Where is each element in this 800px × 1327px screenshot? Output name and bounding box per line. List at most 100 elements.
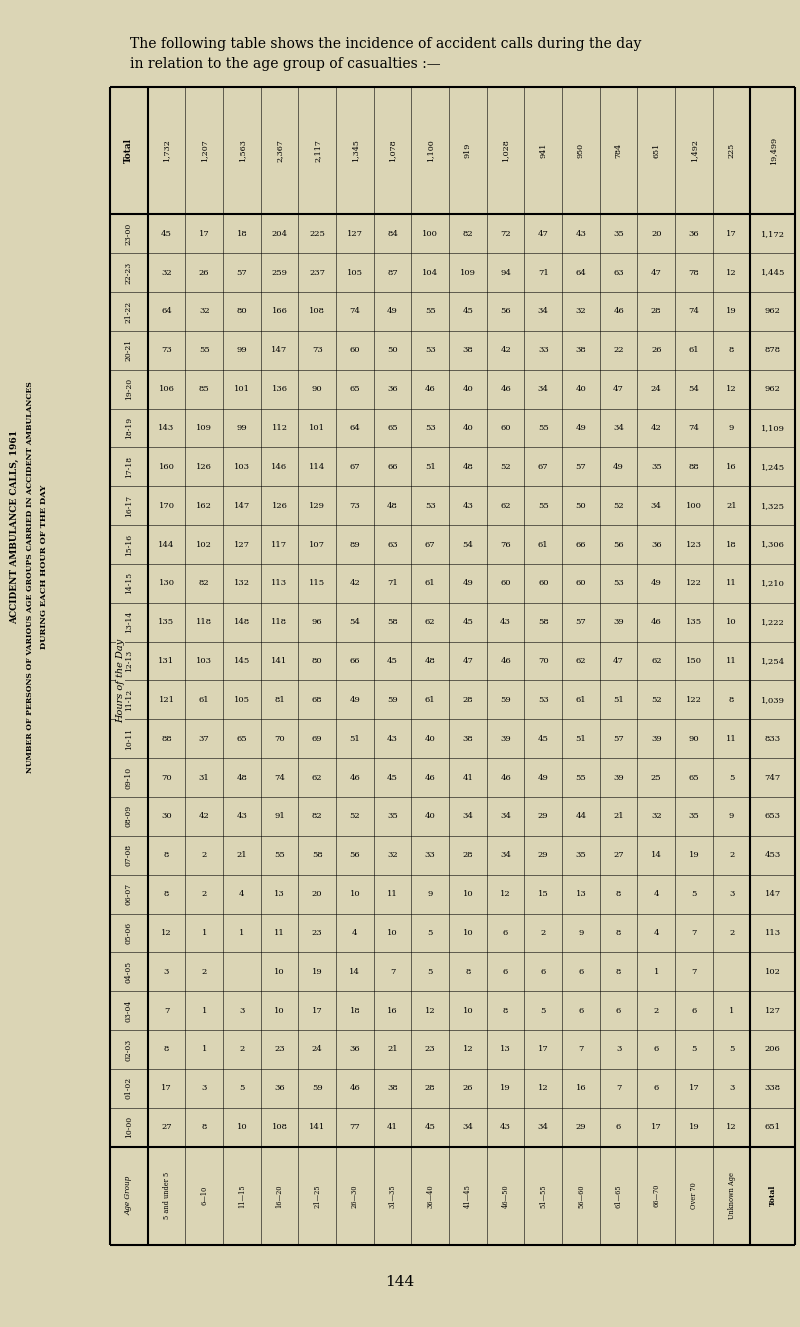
Text: 64: 64 [161, 308, 172, 316]
Text: 135: 135 [686, 618, 702, 626]
Text: 12: 12 [726, 1123, 737, 1131]
Text: 1,345: 1,345 [351, 139, 359, 162]
Text: 46: 46 [350, 1084, 360, 1092]
Text: 61: 61 [576, 695, 586, 703]
Text: 99: 99 [237, 346, 247, 354]
Text: 32: 32 [162, 268, 172, 276]
Text: 21: 21 [387, 1046, 398, 1054]
Text: 10: 10 [462, 890, 474, 898]
Text: 90: 90 [689, 735, 699, 743]
Text: 2: 2 [654, 1007, 659, 1015]
Text: 06-07: 06-07 [125, 882, 133, 905]
Text: 45: 45 [161, 230, 172, 238]
Text: 20: 20 [651, 230, 662, 238]
Text: 64: 64 [350, 425, 360, 433]
Text: 68: 68 [312, 695, 322, 703]
Text: 99: 99 [237, 425, 247, 433]
Text: 651: 651 [765, 1123, 781, 1131]
Text: 8: 8 [503, 1007, 508, 1015]
Text: 6: 6 [503, 929, 508, 937]
Text: 09-10: 09-10 [125, 767, 133, 788]
Text: 61: 61 [689, 346, 699, 354]
Text: 52: 52 [614, 502, 624, 510]
Text: 123: 123 [686, 540, 702, 548]
Text: 53: 53 [614, 580, 624, 588]
Text: 36: 36 [651, 540, 662, 548]
Text: 76: 76 [500, 540, 511, 548]
Text: 7: 7 [691, 967, 697, 975]
Text: 6: 6 [616, 1123, 622, 1131]
Text: 42: 42 [199, 812, 210, 820]
Text: 11—15: 11—15 [238, 1184, 246, 1208]
Text: 46: 46 [350, 774, 360, 782]
Text: 225: 225 [310, 230, 325, 238]
Text: 31—35: 31—35 [389, 1184, 397, 1208]
Text: 19: 19 [726, 308, 737, 316]
Text: 62: 62 [651, 657, 662, 665]
Text: 45: 45 [387, 774, 398, 782]
Text: The following table shows the incidence of accident calls during the day: The following table shows the incidence … [130, 37, 642, 50]
Text: 43: 43 [575, 230, 586, 238]
Text: 2: 2 [541, 929, 546, 937]
Text: 9: 9 [729, 425, 734, 433]
Text: 12: 12 [726, 268, 737, 276]
Text: 4: 4 [654, 890, 659, 898]
Text: 40: 40 [425, 735, 436, 743]
Text: 71: 71 [387, 580, 398, 588]
Text: 109: 109 [196, 425, 212, 433]
Text: 70: 70 [162, 774, 172, 782]
Text: 49: 49 [613, 463, 624, 471]
Text: 44: 44 [575, 812, 586, 820]
Text: 67: 67 [425, 540, 435, 548]
Text: 2,367: 2,367 [275, 139, 283, 162]
Text: 35: 35 [689, 812, 699, 820]
Text: 6: 6 [616, 1007, 622, 1015]
Text: 53: 53 [538, 695, 549, 703]
Text: 112: 112 [271, 425, 287, 433]
Text: 11-12: 11-12 [125, 689, 133, 711]
Text: 8: 8 [729, 346, 734, 354]
Text: 69: 69 [312, 735, 322, 743]
Text: 8: 8 [164, 851, 170, 860]
Text: 3: 3 [616, 1046, 622, 1054]
Text: 4: 4 [239, 890, 245, 898]
Text: 101: 101 [310, 425, 326, 433]
Text: 57: 57 [614, 735, 624, 743]
Text: 39: 39 [614, 618, 624, 626]
Text: 160: 160 [158, 463, 174, 471]
Text: 108: 108 [271, 1123, 287, 1131]
Text: 1,732: 1,732 [162, 139, 170, 162]
Text: 51—55: 51—55 [539, 1184, 547, 1208]
Text: 103: 103 [234, 463, 250, 471]
Text: 47: 47 [613, 385, 624, 393]
Text: 39: 39 [500, 735, 511, 743]
Text: 3: 3 [729, 1084, 734, 1092]
Text: 42: 42 [651, 425, 662, 433]
Text: 60: 60 [350, 346, 360, 354]
Text: 67: 67 [538, 463, 549, 471]
Text: 56—60: 56—60 [577, 1184, 585, 1208]
Text: 56: 56 [614, 540, 624, 548]
Text: 19: 19 [689, 851, 699, 860]
Text: Total: Total [769, 1185, 777, 1206]
Text: 36: 36 [689, 230, 699, 238]
Text: 19: 19 [689, 1123, 699, 1131]
Text: 61: 61 [425, 580, 435, 588]
Text: 11: 11 [274, 929, 285, 937]
Text: 34: 34 [462, 812, 474, 820]
Text: 12: 12 [500, 890, 511, 898]
Text: 28: 28 [462, 851, 474, 860]
Text: 45: 45 [462, 618, 474, 626]
Text: 21-22: 21-22 [125, 300, 133, 322]
Text: 28: 28 [425, 1084, 435, 1092]
Text: 41: 41 [387, 1123, 398, 1131]
Text: Unknown Age: Unknown Age [728, 1172, 736, 1220]
Text: 6: 6 [503, 967, 508, 975]
Text: 126: 126 [196, 463, 212, 471]
Text: 47: 47 [462, 657, 474, 665]
Text: 87: 87 [387, 268, 398, 276]
Text: 33: 33 [425, 851, 436, 860]
Text: 08-09: 08-09 [125, 805, 133, 828]
Text: 143: 143 [158, 425, 174, 433]
Text: 39: 39 [651, 735, 662, 743]
